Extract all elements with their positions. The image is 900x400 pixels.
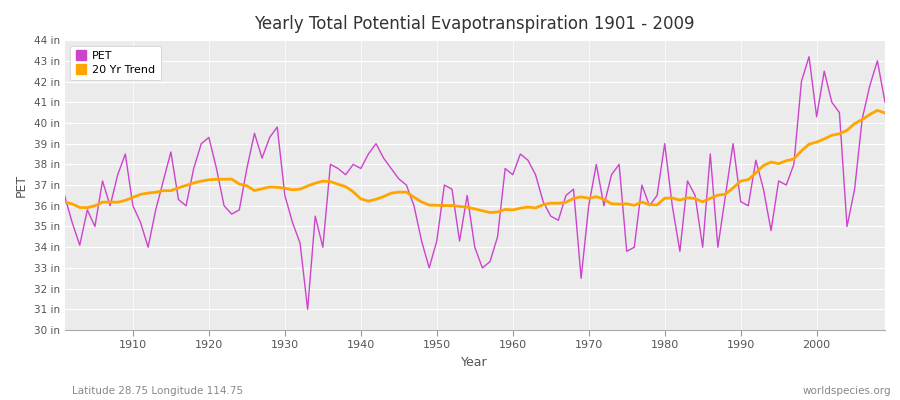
Line: 20 Yr Trend: 20 Yr Trend	[65, 110, 885, 212]
Y-axis label: PET: PET	[15, 174, 28, 197]
PET	[804, 54, 814, 59]
PET	[302, 307, 313, 312]
20 Yr Trend	[508, 208, 518, 212]
20 Yr Trend	[606, 202, 616, 206]
20 Yr Trend	[59, 200, 70, 204]
PET	[515, 152, 526, 156]
PET	[508, 172, 518, 177]
Line: PET: PET	[65, 57, 885, 309]
Title: Yearly Total Potential Evapotranspiration 1901 - 2009: Yearly Total Potential Evapotranspiratio…	[255, 15, 695, 33]
20 Yr Trend	[484, 210, 495, 215]
PET	[59, 193, 70, 198]
20 Yr Trend	[872, 108, 883, 113]
20 Yr Trend	[120, 198, 130, 203]
X-axis label: Year: Year	[462, 356, 488, 369]
PET	[340, 172, 351, 177]
PET	[287, 220, 298, 225]
PET	[879, 100, 890, 105]
20 Yr Trend	[879, 110, 890, 115]
20 Yr Trend	[333, 182, 344, 187]
Text: Latitude 28.75 Longitude 114.75: Latitude 28.75 Longitude 114.75	[72, 386, 243, 396]
PET	[120, 152, 130, 156]
20 Yr Trend	[287, 188, 298, 192]
Legend: PET, 20 Yr Trend: PET, 20 Yr Trend	[70, 46, 161, 80]
20 Yr Trend	[515, 206, 526, 210]
Text: worldspecies.org: worldspecies.org	[803, 386, 891, 396]
PET	[606, 172, 616, 177]
